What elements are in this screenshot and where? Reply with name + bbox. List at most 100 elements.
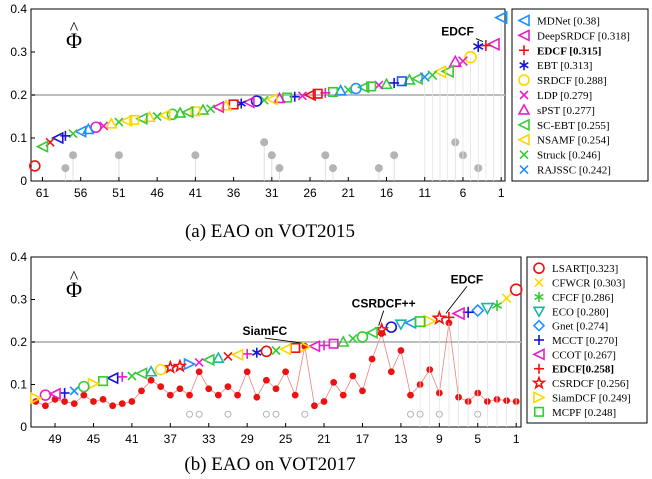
legend-marker	[519, 90, 529, 100]
legend-marker	[519, 150, 529, 160]
x-tick-label: 45	[87, 432, 101, 446]
y-tick-label: 0.4	[10, 250, 27, 264]
open-gray-point	[301, 410, 309, 418]
x-tick-label: 1	[498, 186, 505, 200]
tracker-point	[144, 365, 158, 377]
red-series-point	[118, 400, 126, 408]
legend-entry: CSRDCF [0.256]	[552, 378, 629, 390]
legend-entry: LDP [0.279]	[537, 90, 592, 102]
red-series-point	[109, 402, 117, 410]
red-series-point	[339, 391, 347, 399]
red-series-point	[147, 376, 155, 384]
tracker-point	[260, 345, 273, 358]
red-series-point	[205, 385, 213, 393]
tracker-point	[297, 91, 307, 101]
x-tick-label: 17	[356, 432, 370, 446]
legend-marker	[533, 262, 545, 274]
x-tick-label: 29	[240, 432, 254, 446]
tracker-point	[59, 388, 70, 398]
top-tracker-point	[448, 54, 463, 68]
tracker-point	[30, 391, 43, 405]
legend-entry: SiamDCF [0.249]	[552, 392, 631, 404]
legend-vot2015: MDNet [0.38] DeepSRDCF [0.318] EDCF [0.315…	[511, 8, 649, 182]
tracker-point	[380, 77, 393, 90]
legend-entry: EDCF [0.315]	[537, 45, 601, 57]
top-tracker-point	[427, 70, 438, 81]
open-gray-point	[272, 410, 280, 418]
red-series-point	[61, 398, 69, 405]
gray-point	[275, 164, 284, 173]
tracker-point	[119, 114, 133, 128]
red-series-point	[157, 383, 165, 391]
top-tracker-point	[473, 40, 484, 52]
x-tick-label: 1	[513, 432, 520, 446]
legend-marker	[533, 406, 545, 417]
y-tick-label: 0.1	[10, 131, 27, 145]
legend-entry: Gnet [0.274]	[552, 321, 608, 333]
x-tick-label: 26	[303, 186, 317, 200]
annotation-label: CSRDCF++	[352, 297, 416, 311]
tracker-point	[190, 106, 201, 117]
red-series-point	[224, 383, 232, 391]
red-series-point	[128, 398, 136, 405]
tracker-point	[403, 73, 416, 85]
y-axis-label-vot2017: Φ ^	[66, 267, 82, 302]
legend-marker	[519, 60, 529, 71]
legend-entry: CFWCR [0.303]	[552, 278, 625, 290]
y-axis-label-vot2015: Φ ^	[66, 18, 82, 53]
gray-point	[374, 164, 383, 173]
caption-vot2017: (b) EAO on VOT2017	[184, 454, 355, 475]
red-series-point	[320, 398, 328, 405]
phi-hat: ^	[70, 267, 79, 287]
x-tick-label: 41	[189, 186, 203, 200]
phi-symbol: Φ	[66, 277, 82, 302]
red-series-point	[166, 391, 174, 399]
red-series-point	[378, 330, 386, 337]
chart-vot2015: EDCF 00.10.20.30.461 56 51 46 41 36 31 26 21 16 11…	[10, 2, 649, 242]
gray-point	[267, 151, 276, 160]
top-tracker-point	[501, 293, 512, 304]
legend-marker	[517, 14, 530, 27]
annotation-label: SiamFC	[242, 324, 287, 338]
x-tick-label: 21	[317, 432, 331, 446]
tracker-point	[334, 84, 347, 96]
legend-entry: CFCF [0.286]	[552, 292, 614, 304]
gray-point	[61, 164, 70, 173]
legend-entry: MDNet [0.38]	[537, 15, 600, 27]
tracker-point	[158, 108, 171, 122]
tracker-point	[336, 335, 350, 347]
tracker-point	[69, 386, 79, 396]
tracker-point	[180, 105, 194, 119]
tracker-point	[350, 82, 362, 95]
legend-marker	[517, 103, 531, 115]
legend-entry: DeepSRDCF [0.318]	[537, 30, 630, 42]
tracker-point	[90, 121, 102, 134]
tracker-point	[129, 114, 140, 125]
red-series-point	[282, 368, 290, 376]
tracker-point	[327, 86, 339, 98]
top-tracker-point	[431, 309, 448, 326]
legend-entry: EDCF[0.258]	[552, 364, 614, 376]
red-series-point	[262, 376, 270, 384]
red-series-point	[387, 368, 395, 376]
tracker-point	[348, 334, 358, 344]
tracker-point	[271, 345, 281, 356]
annotation-label: EDCF	[451, 272, 484, 286]
tracker-point	[196, 103, 210, 115]
tracker-point	[230, 348, 244, 362]
tracker-point	[87, 377, 101, 390]
annotation-arrow	[264, 337, 302, 344]
y-tick-label: 0.2	[10, 335, 27, 349]
open-gray-point	[224, 410, 232, 418]
gray-point	[321, 151, 330, 160]
tracker-point	[328, 338, 339, 349]
gray-point	[191, 151, 200, 160]
legend-entry: sPST [0.277]	[537, 105, 595, 117]
x-tick-label: 37	[164, 432, 178, 446]
top-tracker-point	[419, 71, 430, 82]
tracker-point	[194, 357, 204, 367]
legend-entry: SC-EBT [0.255]	[537, 120, 610, 132]
tracker-point	[356, 80, 370, 94]
y-tick-label: 0.2	[10, 88, 27, 102]
legend-entry: NSAMF [0.254]	[537, 135, 610, 147]
